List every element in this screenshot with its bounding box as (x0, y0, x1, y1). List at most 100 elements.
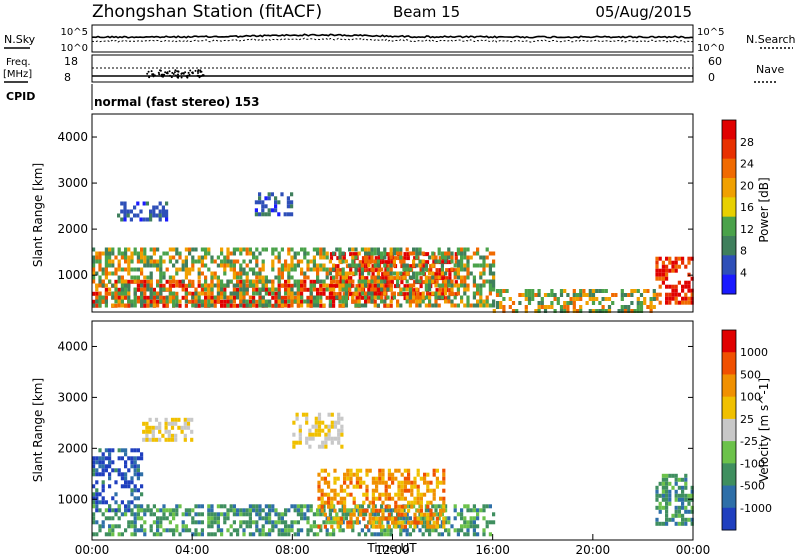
heatmap-cell (223, 255, 227, 260)
heatmap-cell (429, 480, 433, 485)
heatmap-cell (165, 295, 169, 300)
heatmap-cell (415, 287, 419, 292)
heatmap-cell (352, 512, 356, 517)
heatmap-cell (114, 512, 118, 517)
heatmap-cell (213, 532, 217, 537)
heatmap-cell (447, 516, 451, 521)
heatmap-cell (274, 520, 278, 525)
heatmap-cell (346, 468, 350, 473)
heatmap-cell (598, 301, 602, 305)
heatmap-cell (220, 504, 224, 509)
heatmap-cell (306, 303, 310, 308)
heatmap-cell (200, 532, 204, 537)
heatmap-cell (444, 508, 448, 513)
heatmap-cell (277, 275, 281, 280)
heatmap-cell (495, 289, 500, 293)
heatmap-cell (309, 287, 313, 292)
heatmap-cell (479, 303, 483, 308)
heatmap-cell (674, 296, 678, 301)
heatmap-cell (133, 524, 137, 529)
heatmap-cell (255, 299, 259, 304)
heatmap-cell (365, 264, 369, 269)
heatmap-cell (348, 283, 352, 288)
heatmap-cell (426, 472, 430, 477)
heatmap-cell (111, 448, 115, 453)
heatmap-cell (210, 516, 214, 521)
heatmap-cell (95, 251, 99, 256)
heatmap-cell (674, 473, 678, 478)
heatmap-cell (349, 480, 353, 485)
heatmap-cell (466, 259, 470, 264)
heatmap-cell (332, 263, 336, 268)
velocity-y-label: Slant Range [km] (31, 378, 45, 482)
heatmap-cell (95, 520, 99, 525)
heatmap-cell (159, 516, 163, 521)
colorbar-tick-label: -1000 (740, 502, 772, 515)
heatmap-cell (191, 247, 195, 252)
heatmap-cell (488, 532, 492, 537)
heatmap-cell (553, 297, 557, 301)
heatmap-cell (146, 287, 150, 292)
heatmap-cell (300, 247, 304, 252)
heatmap-cell (585, 301, 589, 305)
heatmap-cell (306, 295, 310, 300)
heatmap-cell (327, 432, 331, 437)
heatmap-cell (355, 484, 359, 489)
heatmap-cell (133, 213, 137, 218)
heatmap-cell (441, 260, 446, 265)
heatmap-cell (311, 436, 315, 441)
heatmap-cell (264, 303, 268, 308)
heatmap-cell (229, 303, 233, 308)
heatmap-cell (136, 508, 140, 513)
heatmap-cell (98, 472, 102, 477)
heatmap-cell (268, 532, 272, 537)
heatmap-cell (104, 271, 108, 276)
heatmap-cell (377, 292, 382, 297)
heatmap-cell (210, 303, 214, 308)
heatmap-cell (287, 524, 291, 529)
heatmap-cell (453, 508, 457, 513)
heatmap-cell (130, 279, 134, 284)
heatmap-cell (306, 516, 310, 521)
heatmap-cell (643, 297, 647, 301)
heatmap-cell (681, 256, 685, 261)
heatmap-cell (376, 303, 380, 308)
heatmap-cell (345, 280, 350, 285)
heatmap-cell (332, 279, 336, 284)
heatmap-cell (159, 508, 163, 513)
heatmap-cell (320, 476, 324, 481)
heatmap-cell (309, 291, 313, 296)
heatmap-cell (373, 247, 377, 252)
heatmap-cell (674, 288, 678, 293)
heatmap-cell (292, 444, 296, 449)
heatmap-cell (418, 299, 422, 304)
heatmap-cell (677, 292, 681, 297)
heatmap-cell (316, 287, 320, 292)
heatmap-cell (681, 485, 685, 490)
heatmap-cell (431, 263, 435, 268)
heatmap-cell (671, 517, 675, 522)
heatmap-cell (330, 524, 334, 529)
heatmap-cell (300, 267, 304, 272)
heatmap-cell (355, 252, 359, 257)
heatmap-cell (671, 296, 675, 301)
heatmap-cell (149, 512, 153, 517)
heatmap-cell (162, 299, 166, 304)
heatmap-cell (367, 291, 371, 296)
y-tick-label: 3000 (57, 176, 88, 190)
heatmap-cell (373, 512, 377, 517)
heatmap-cell (92, 275, 96, 280)
heatmap-cell (284, 299, 288, 304)
heatmap-cell (620, 305, 624, 309)
heatmap-cell (472, 520, 476, 525)
heatmap-cell (380, 520, 384, 525)
heatmap-cell (164, 429, 168, 434)
heatmap-cell (419, 496, 423, 501)
heatmap-cell (140, 295, 144, 300)
heatmap-cell (349, 468, 353, 473)
heatmap-cell (127, 267, 131, 272)
heatmap-cell (424, 283, 428, 288)
heatmap-cell (320, 468, 324, 473)
heatmap-cell (418, 271, 422, 276)
heatmap-cell (527, 289, 532, 293)
